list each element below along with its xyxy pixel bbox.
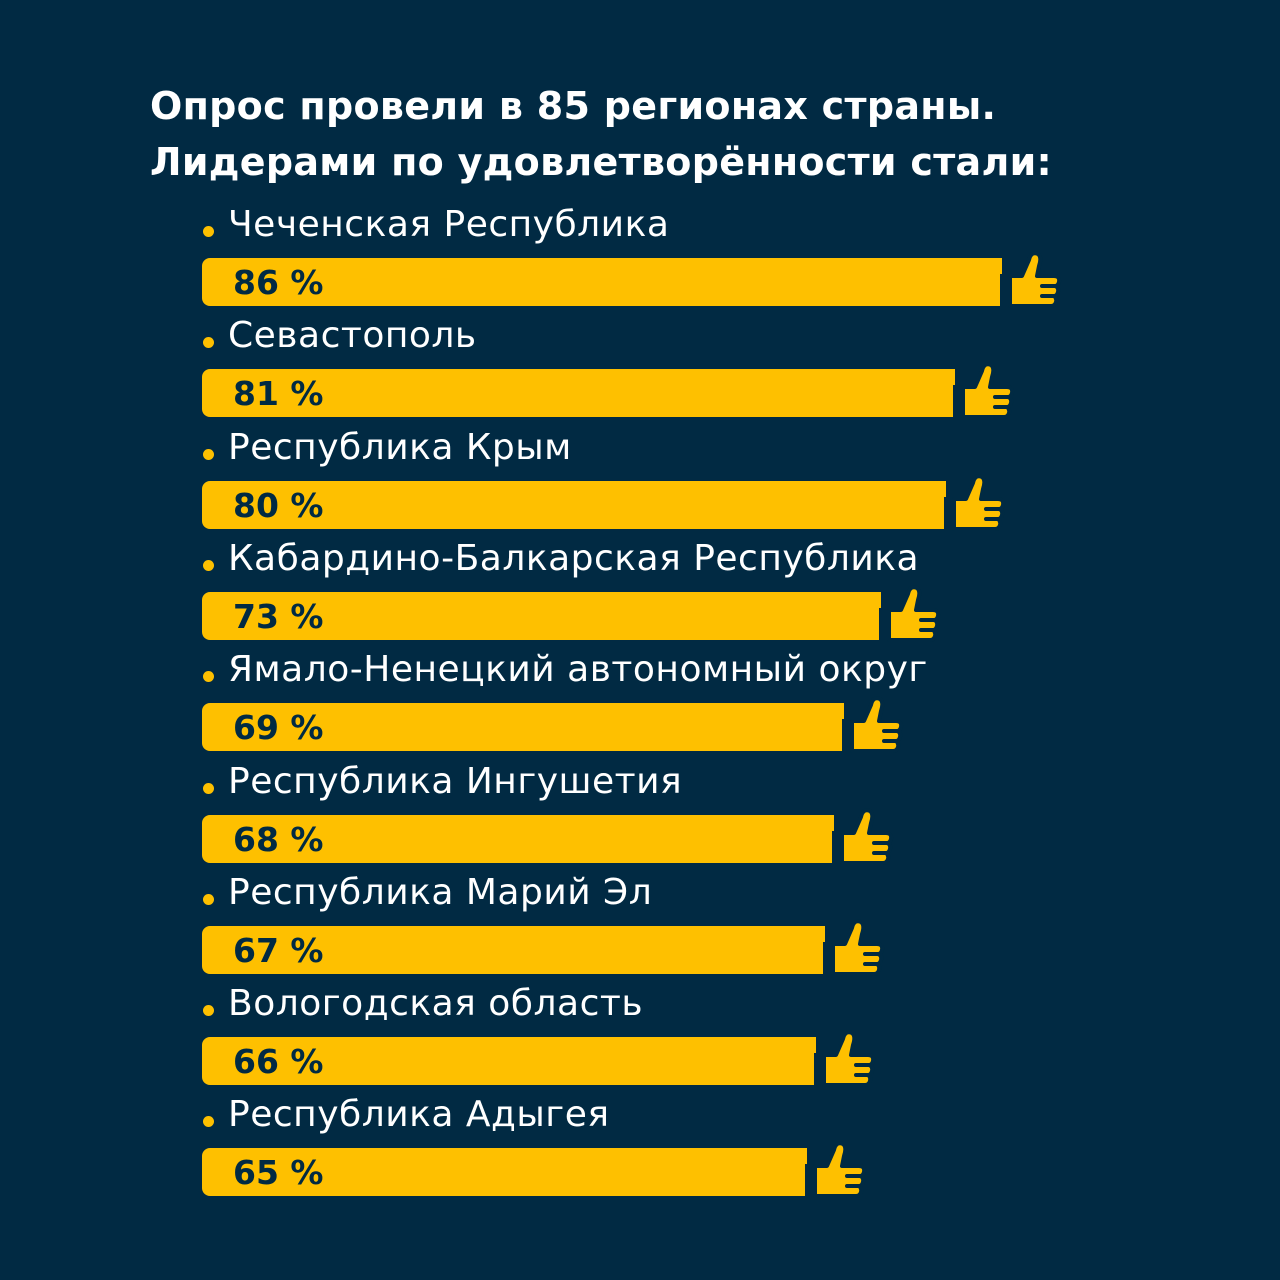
category-label: Ямало-Ненецкий автономный округ [228,649,928,691]
thumbs-up-icon [998,248,1064,312]
data-label: 66 % [233,1042,324,1082]
title-line-1: Опрос провели в 85 регионах страны. [150,84,997,128]
bar [202,814,835,863]
bullet-dot [203,1005,214,1017]
bullet-dot [203,337,214,349]
bullet-dot [203,782,214,794]
chart-row: Республика Адыгея 65 % [0,1090,1280,1199]
title-line-2: Лидерами по удовлетворённости стали: [150,140,1053,184]
data-label: 68 % [233,819,324,859]
bar [202,591,881,640]
data-label: 80 % [233,485,324,525]
thumbs-up-icon [812,1027,878,1091]
category-label: Республика Марий Эл [228,871,653,913]
thumbs-up-icon [840,693,906,757]
chart-row: Севастополь 81 % [0,311,1280,420]
category-label: Вологодская область [228,983,644,1025]
chart-row: Республика Марий Эл 67 % [0,868,1280,976]
data-label: 69 % [233,708,324,748]
thumbs-up-icon [803,1138,869,1202]
thumbs-up-icon [821,916,887,980]
bar [202,925,826,974]
chart-row: Республика Ингушетия 68 % [0,757,1280,865]
category-label: Севастополь [228,315,477,357]
bullet-dot [203,893,214,905]
bar [202,1148,807,1197]
bullet-dot [203,559,214,571]
bullet-dot [203,1116,214,1128]
category-label: Республика Ингушетия [228,760,683,802]
category-label: Кабардино-Балкарская Республика [228,537,920,579]
chart-title: Опрос провели в 85 регионах страны. Лиде… [150,78,1052,190]
data-label: 81 % [233,374,324,414]
bullet-dot [203,448,214,460]
data-label: 65 % [233,1153,324,1193]
data-label: 67 % [233,930,324,970]
thumbs-up-icon [951,359,1017,423]
thumbs-up-icon [830,805,896,869]
category-label: Республика Крым [228,426,572,468]
bar [202,703,844,752]
thumbs-up-icon [942,471,1008,535]
chart-row: Ямало-Ненецкий автономный округ 69 % [0,645,1280,754]
category-label: Республика Адыгея [228,1094,610,1136]
bar [202,258,1002,306]
bar [202,369,956,418]
data-label: 73 % [233,596,324,636]
bullet-dot [203,671,214,683]
chart-row: Чеченская Республика 86 % [0,200,1280,308]
chart-row: Вологодская область 66 % [0,979,1280,1088]
data-label: 86 % [233,263,324,302]
bullet-dot [203,226,214,237]
chart-row: Кабардино-Балкарская Республика 73 % [0,534,1280,642]
thumbs-up-icon [877,582,943,646]
bar [202,1037,816,1086]
bar [202,480,946,529]
category-label: Чеченская Республика [228,204,670,245]
chart-row: Республика Крым 80 % [0,423,1280,531]
